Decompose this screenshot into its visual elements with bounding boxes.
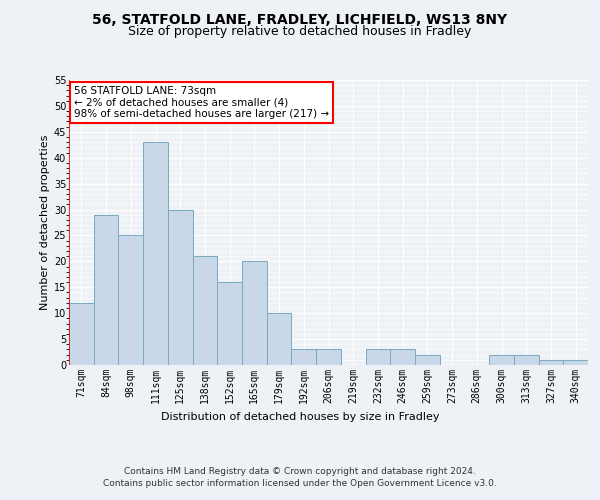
Text: Contains HM Land Registry data © Crown copyright and database right 2024.: Contains HM Land Registry data © Crown c… [124, 468, 476, 476]
Bar [489, 354, 514, 365]
Text: 56 STATFOLD LANE: 73sqm
← 2% of detached houses are smaller (4)
98% of semi-deta: 56 STATFOLD LANE: 73sqm ← 2% of detached… [74, 86, 329, 119]
Bar [267, 313, 292, 365]
Bar [365, 350, 390, 365]
Bar [415, 354, 440, 365]
Bar [168, 210, 193, 365]
Bar [94, 214, 118, 365]
Text: Size of property relative to detached houses in Fradley: Size of property relative to detached ho… [128, 25, 472, 38]
Bar [390, 350, 415, 365]
Bar [118, 236, 143, 365]
Text: 56, STATFOLD LANE, FRADLEY, LICHFIELD, WS13 8NY: 56, STATFOLD LANE, FRADLEY, LICHFIELD, W… [92, 12, 508, 26]
Bar [563, 360, 588, 365]
Y-axis label: Number of detached properties: Number of detached properties [40, 135, 50, 310]
Bar [292, 350, 316, 365]
Bar [539, 360, 563, 365]
Bar [242, 262, 267, 365]
Bar [69, 303, 94, 365]
Text: Distribution of detached houses by size in Fradley: Distribution of detached houses by size … [161, 412, 439, 422]
Bar [217, 282, 242, 365]
Text: Contains public sector information licensed under the Open Government Licence v3: Contains public sector information licen… [103, 479, 497, 488]
Bar [316, 350, 341, 365]
Bar [193, 256, 217, 365]
Bar [514, 354, 539, 365]
Bar [143, 142, 168, 365]
